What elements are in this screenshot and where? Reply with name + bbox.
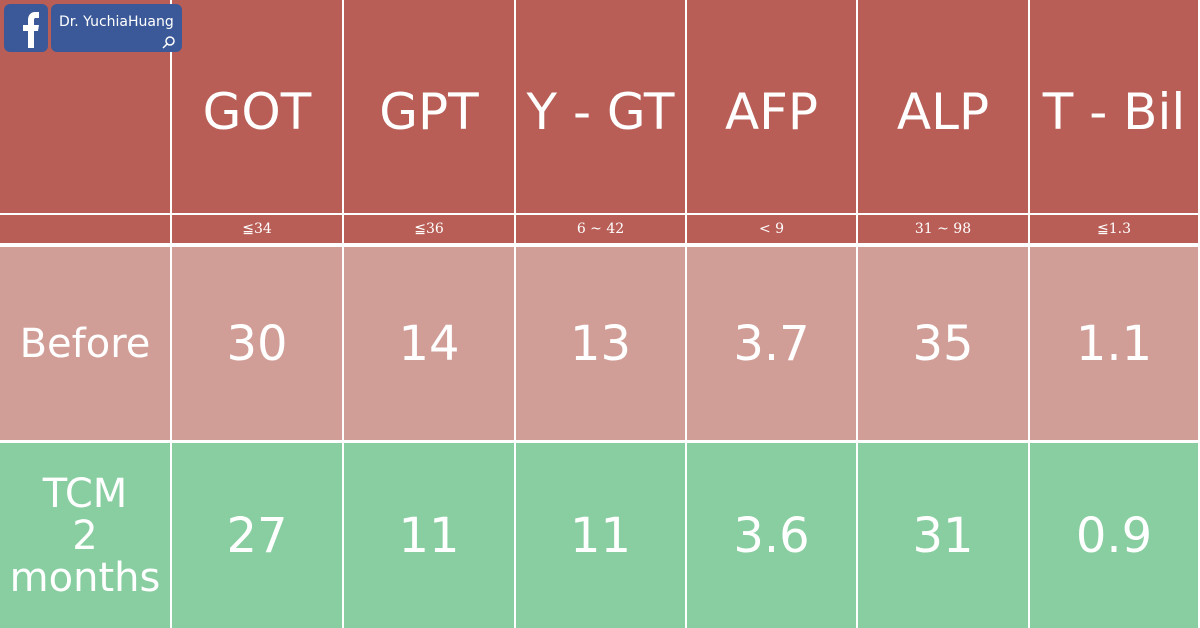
column-header: GPT xyxy=(344,0,514,213)
value-cell: 13 xyxy=(516,247,685,440)
column-header: Y - GT xyxy=(516,0,685,213)
value-cell: 27 xyxy=(172,443,342,628)
row-label-line: TCM xyxy=(42,470,128,517)
value-cell: 30 xyxy=(172,247,342,440)
column-header: T - Bil xyxy=(1030,0,1198,213)
logo-text: Dr. YuchiaHuang xyxy=(59,14,174,30)
row-label-line: Before xyxy=(19,320,151,367)
logo-text-box: Dr. YuchiaHuang xyxy=(51,4,182,52)
value-cell: 3.7 xyxy=(687,247,856,440)
value-cell: 31 xyxy=(858,443,1028,628)
value-cell: 11 xyxy=(344,443,514,628)
reference-range: ≦1.3 xyxy=(1030,215,1198,243)
facebook-icon xyxy=(4,4,48,52)
value-cell: 0.9 xyxy=(1030,443,1198,628)
search-icon xyxy=(162,36,175,49)
value-cell: 1.1 xyxy=(1030,247,1198,440)
reference-range: 31 ~ 98 xyxy=(858,215,1028,243)
column-header: ALP xyxy=(858,0,1028,213)
row-label: Before xyxy=(0,247,170,440)
row-label-line: months xyxy=(9,554,161,601)
value-cell: 35 xyxy=(858,247,1028,440)
reference-range: < 9 xyxy=(687,215,856,243)
reference-range: ≦34 xyxy=(172,215,342,243)
row-label-line: 2 xyxy=(72,512,98,559)
column-header: AFP xyxy=(687,0,856,213)
row-label: TCM 2 months xyxy=(0,443,170,628)
reference-range: ≦36 xyxy=(344,215,514,243)
reference-range: 6 ~ 42 xyxy=(516,215,685,243)
logo: Dr. YuchiaHuang xyxy=(4,4,182,52)
corner-ref-cell xyxy=(0,215,170,243)
value-cell: 11 xyxy=(516,443,685,628)
column-header: GOT xyxy=(172,0,342,213)
value-cell: 14 xyxy=(344,247,514,440)
value-cell: 3.6 xyxy=(687,443,856,628)
